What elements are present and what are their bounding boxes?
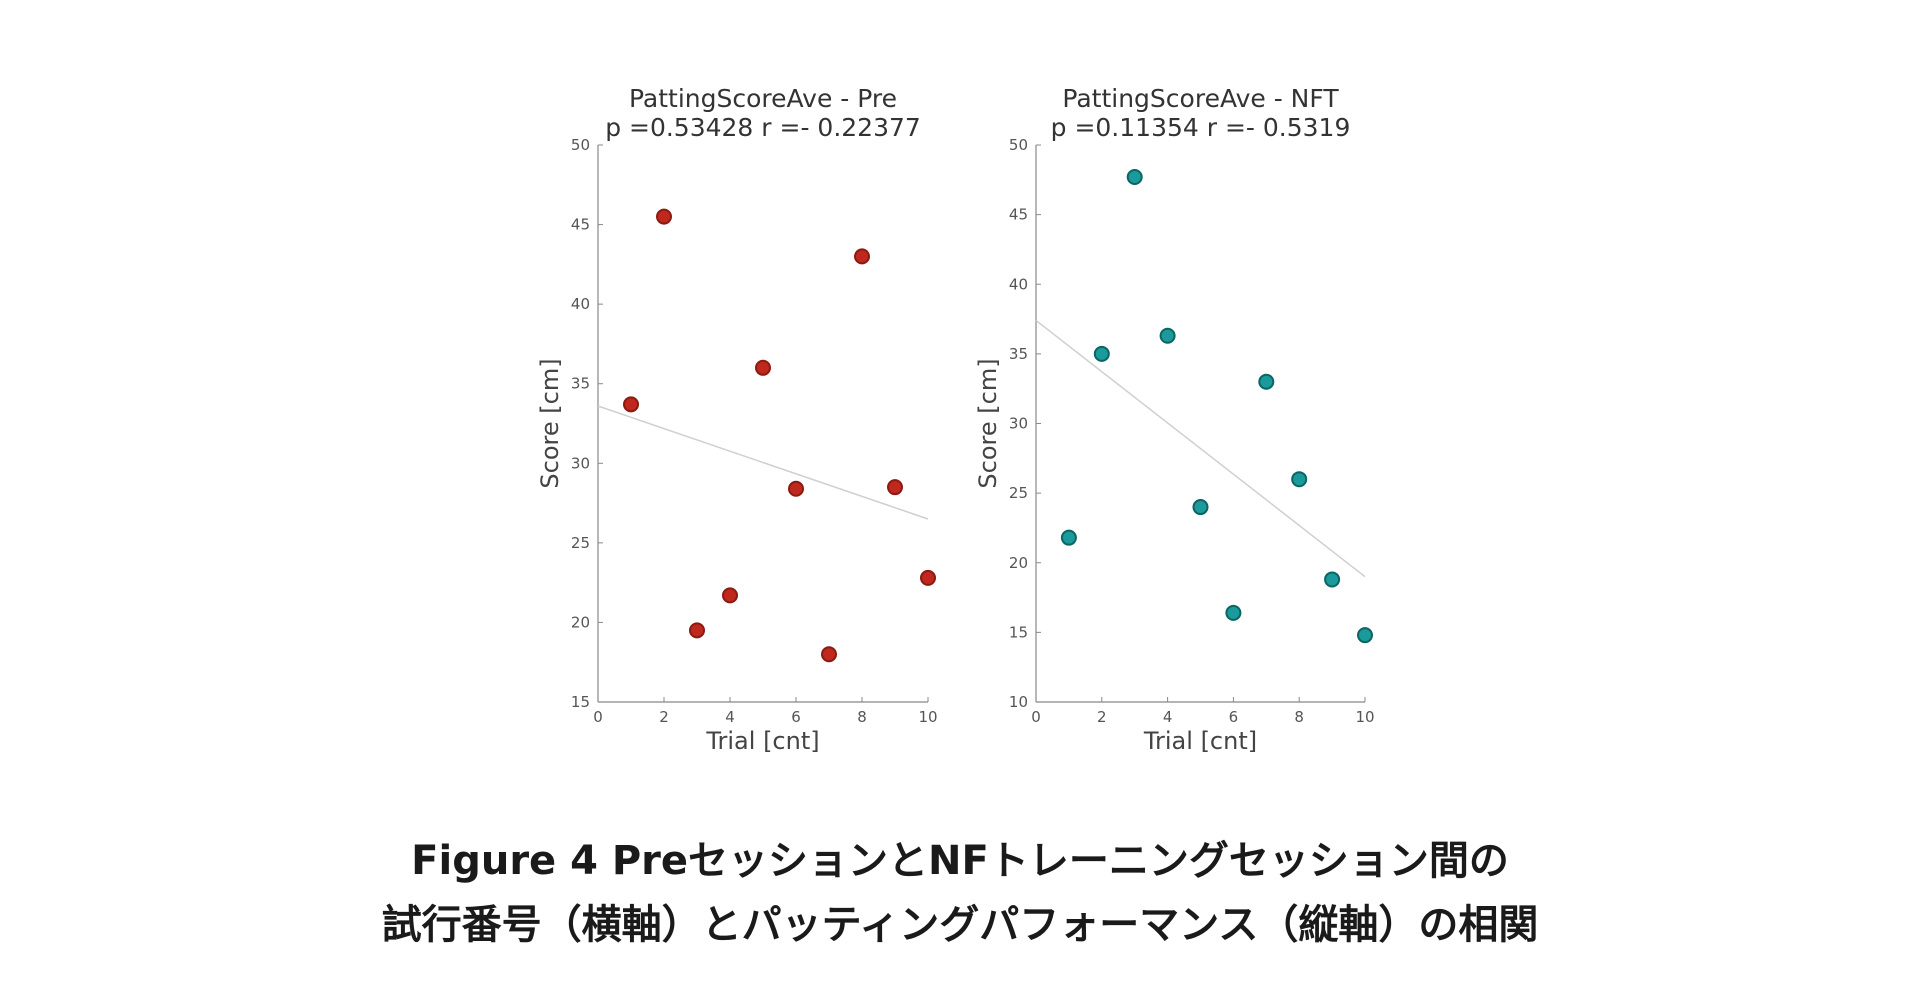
data-point [755,359,771,376]
y-tick-label: 40 [1009,275,1028,293]
data-point [1258,373,1275,390]
x-tick-label: 10 [1355,708,1374,726]
x-tick-label: 4 [1163,708,1173,726]
data-point [1192,499,1209,516]
x-tick-label: 8 [857,708,867,726]
y-tick-label: 45 [1009,206,1028,224]
y-tick-label: 30 [571,454,590,472]
y-tick-label: 15 [1009,623,1028,641]
y-tick-label: 25 [1009,484,1028,502]
data-point [821,646,837,663]
data-point [1291,471,1308,488]
y-tick-label: 20 [571,613,590,631]
y-tick-label: 25 [571,534,590,552]
x-axis-label: Trial [cnt] [705,727,819,755]
y-tick-label: 15 [571,693,590,711]
data-point [1159,327,1176,344]
x-tick-label: 10 [918,708,937,726]
data-point [1324,571,1341,588]
y-tick-label: 50 [571,136,590,154]
y-tick-label: 10 [1009,693,1028,711]
y-tick-label: 35 [571,375,590,393]
x-tick-label: 0 [593,708,603,726]
chart-title: PattingScoreAve - NFT [1062,84,1339,113]
x-axis-label: Trial [cnt] [1143,727,1257,755]
data-point [656,208,672,225]
y-axis-label: Score [cm] [536,358,564,488]
x-tick-label: 6 [791,708,801,726]
data-point [887,479,903,496]
x-tick-label: 4 [725,708,735,726]
x-tick-label: 8 [1294,708,1304,726]
y-tick-label: 45 [571,216,590,234]
caption-line-1: Figure 4 PreセッションとNFトレーニングセッション間の [411,838,1509,884]
y-tick-label: 20 [1009,554,1028,572]
x-tick-label: 6 [1229,708,1239,726]
x-tick-label: 0 [1031,708,1041,726]
y-tick-label: 50 [1009,136,1028,154]
data-point [1060,529,1077,546]
data-point [689,622,705,639]
data-point [920,569,936,586]
data-point [722,587,738,604]
y-tick-label: 40 [571,295,590,313]
chart-title: PattingScoreAve - Pre [629,84,897,113]
data-point [1126,169,1143,186]
regression-line [597,405,929,520]
data-point [1225,604,1242,621]
chart-subtitle: p =0.11354 r =- 0.5319 [1051,113,1351,142]
chart-subtitle: p =0.53428 r =- 0.22377 [605,113,921,142]
regression-line [1035,319,1366,578]
y-tick-label: 30 [1009,415,1028,433]
caption-line-2: 試行番号（横軸）とパッティングパフォーマンス（縦軸）の相関 [381,902,1539,948]
y-tick-label: 35 [1009,345,1028,363]
x-tick-label: 2 [659,708,669,726]
data-point [1357,627,1373,644]
data-point [623,396,639,413]
data-point [1093,345,1110,362]
x-tick-label: 2 [1097,708,1107,726]
data-point [788,480,804,497]
y-axis-label: Score [cm] [974,358,1002,488]
data-point [854,248,870,265]
